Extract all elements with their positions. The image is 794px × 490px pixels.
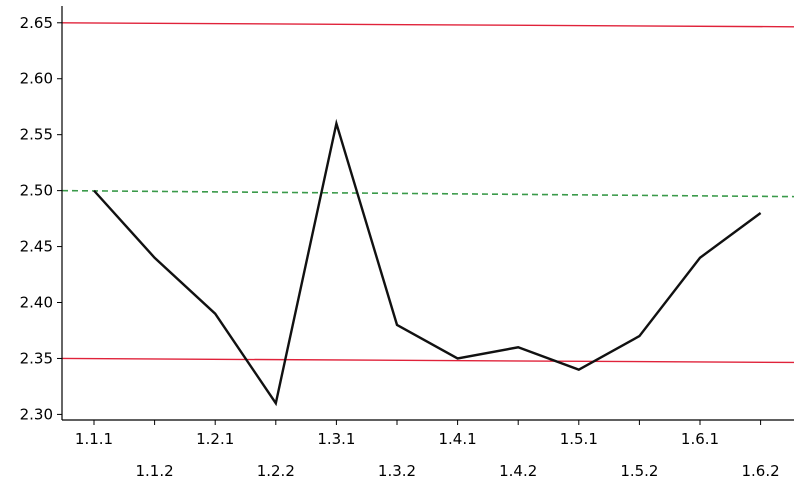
x-tick-label: 1.5.1 [560, 430, 598, 448]
x-tick-label: 1.3.2 [378, 462, 416, 480]
y-tick-label: 2.40 [20, 294, 53, 312]
x-tick-label: 1.6.1 [681, 430, 719, 448]
x-tick-label: 1.2.1 [196, 430, 234, 448]
y-tick-label: 2.45 [20, 238, 53, 256]
reference-line-2-65 [61, 22, 794, 28]
x-tick-label: 1.6.2 [742, 462, 780, 480]
y-ticks: 2.30 2.35 2.40 2.45 2.50 2.55 2.60 2.65 [20, 14, 62, 423]
x-tick-label: 1.4.2 [499, 462, 537, 480]
x-tick-label: 1.2.2 [257, 462, 295, 480]
series-line [93, 118, 762, 407]
y-tick-label: 2.60 [20, 70, 53, 88]
y-tick-label: 2.30 [20, 405, 53, 423]
x-tick-label: 1.5.2 [620, 462, 658, 480]
y-tick-label: 2.55 [20, 126, 53, 144]
y-tick-label: 2.35 [20, 349, 53, 367]
x-tick-label: 1.1.2 [136, 462, 174, 480]
axes [61, 6, 794, 421]
y-tick-label: 2.50 [20, 182, 53, 200]
x-tick-label: 1.1.1 [75, 430, 113, 448]
reference-lines [61, 22, 794, 364]
x-ticks: 1.1.1 1.1.2 1.2.1 1.2.2 1.3.1 1.3.2 1.4.1 1.4.2… [75, 420, 780, 480]
x-tick-label: 1.3.1 [317, 430, 355, 448]
reference-line-2-35 [61, 357, 794, 364]
x-tick-label: 1.4.1 [439, 430, 477, 448]
series [93, 118, 762, 407]
y-tick-label: 2.65 [20, 14, 53, 32]
reference-line-2-5 [61, 189, 794, 198]
